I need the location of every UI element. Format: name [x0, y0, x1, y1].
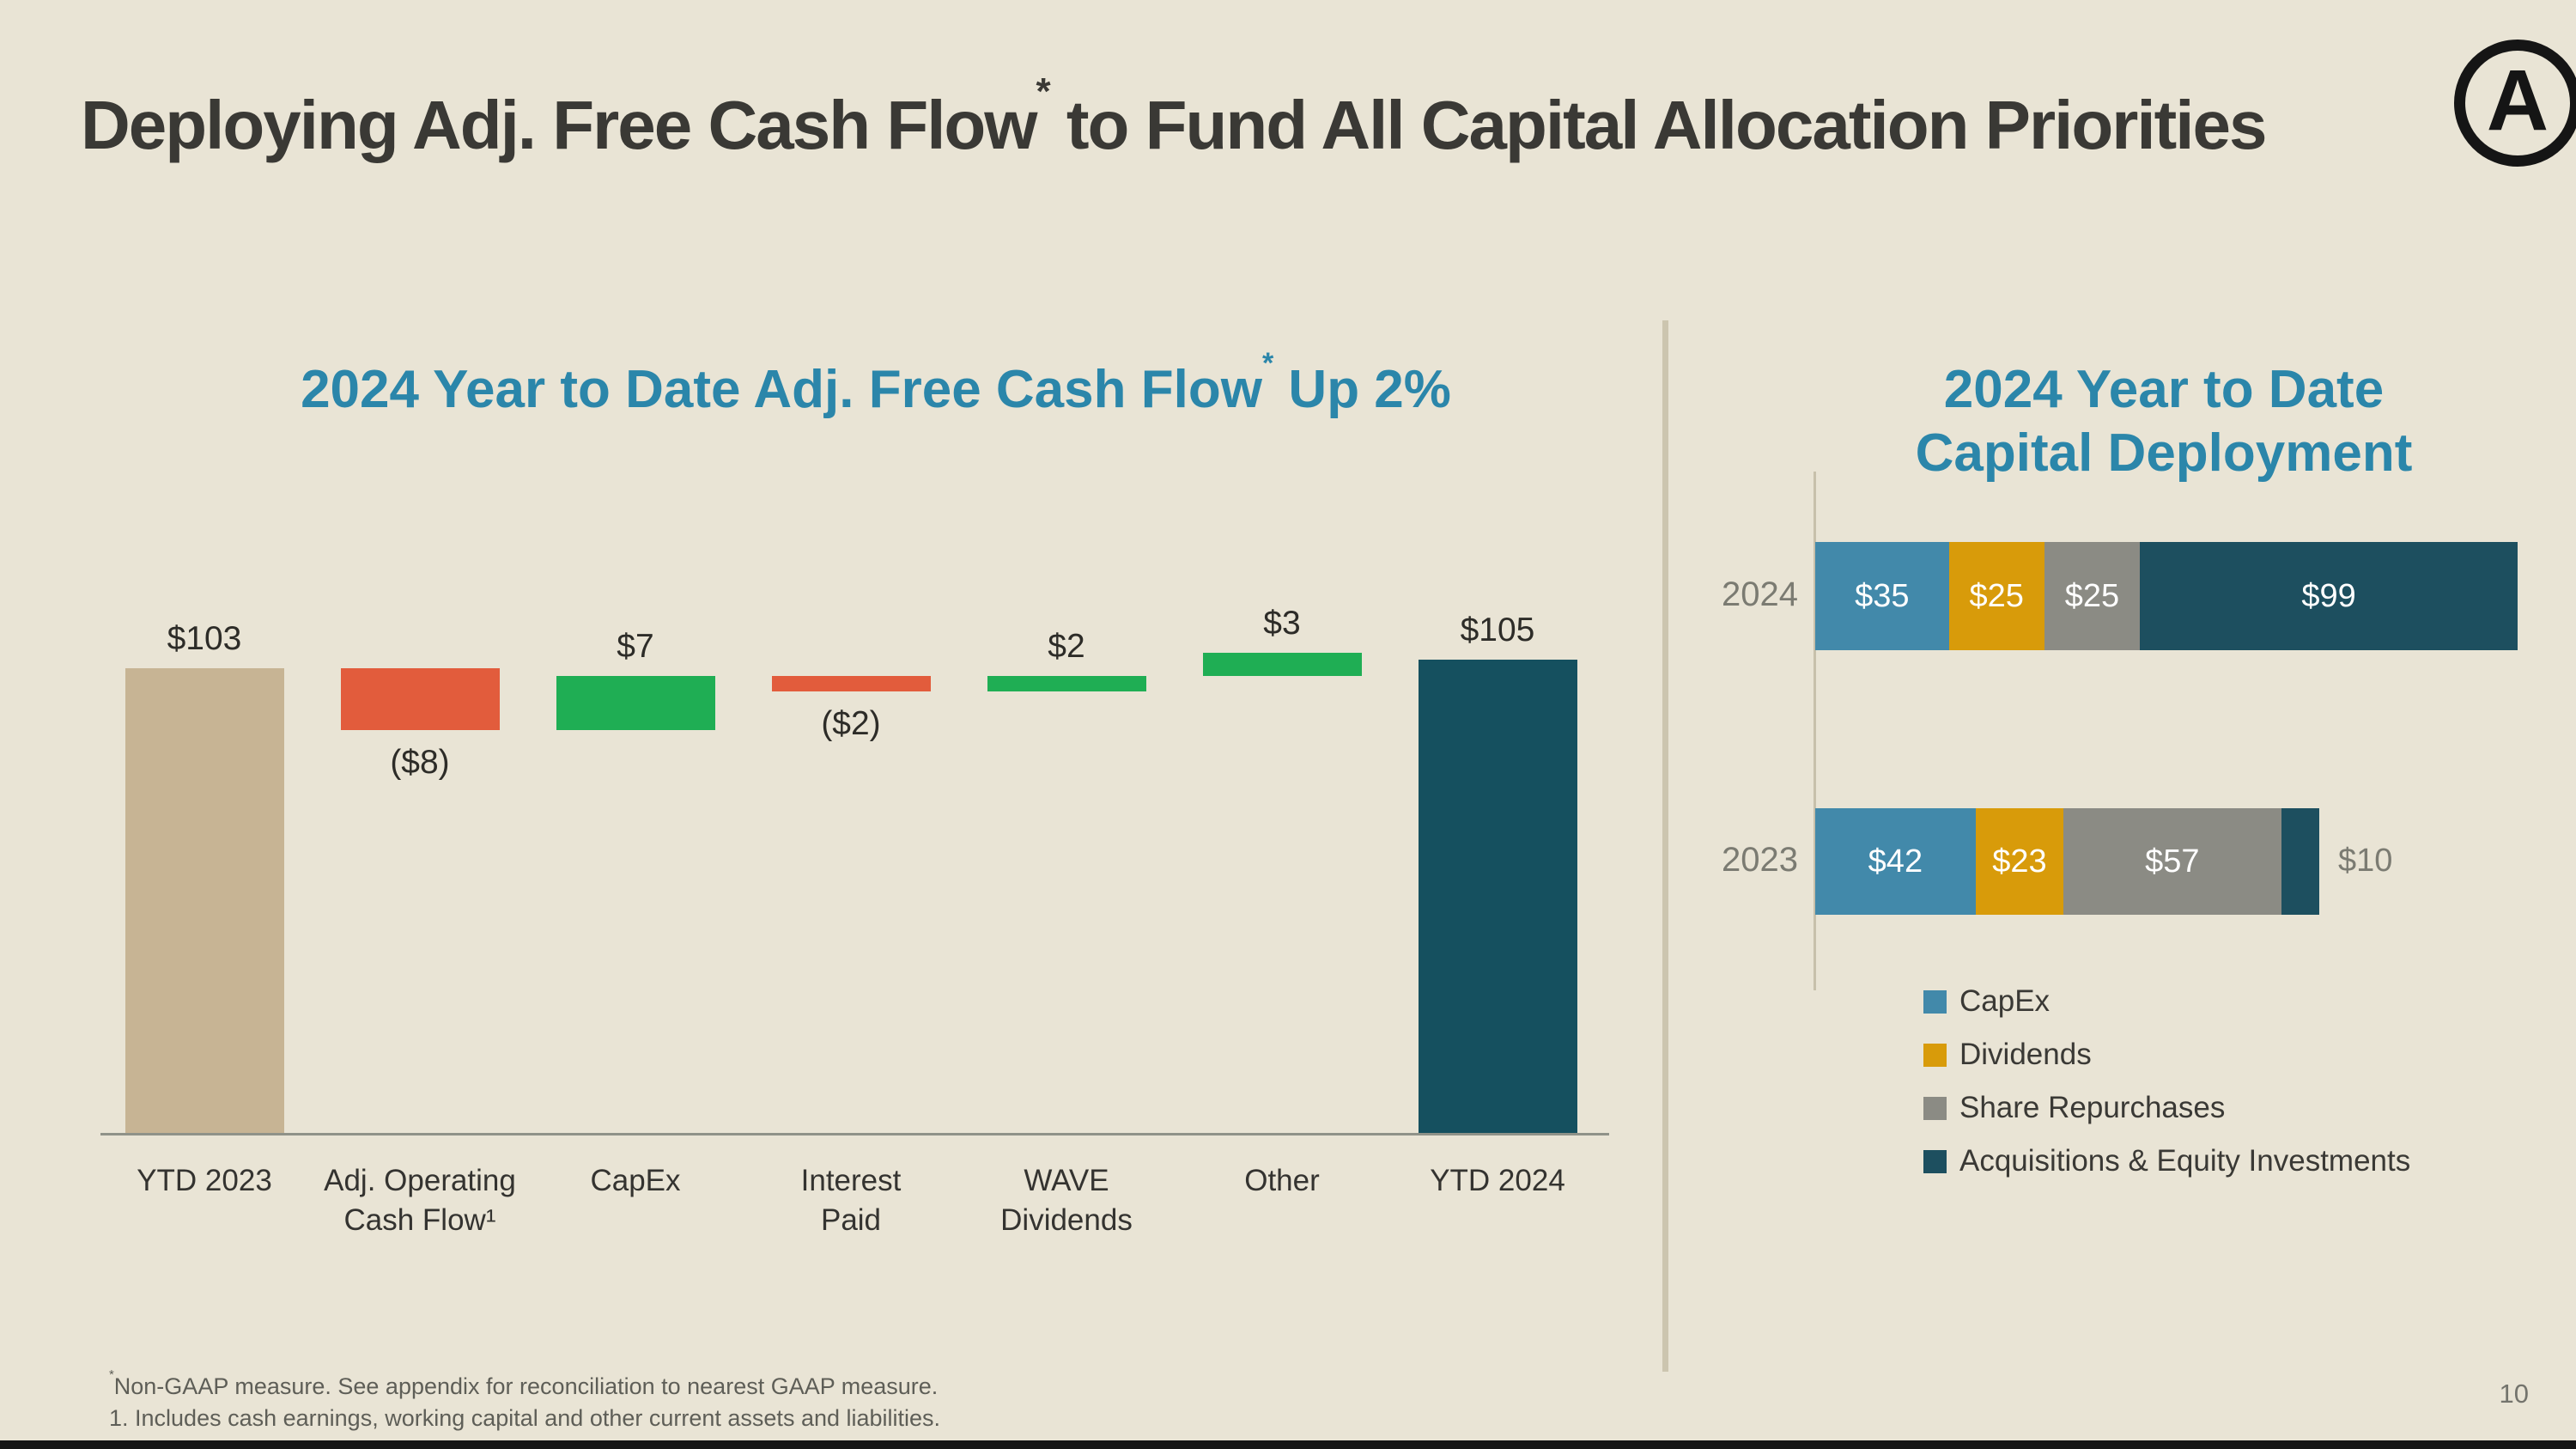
waterfall-value-ytd-2023: $103 [167, 620, 242, 658]
deployment-outside-label-2023: $10 [2338, 843, 2393, 879]
deployment-segment-2024-capex: $35 [1815, 542, 1949, 650]
left-chart-title-footnote-marker: * [1261, 346, 1274, 380]
waterfall-value-wave-dividends: $2 [1048, 628, 1085, 666]
waterfall-category-line: YTD 2024 [1430, 1164, 1565, 1197]
right-chart-title-line2: Capital Deployment [1915, 423, 2413, 483]
legend-swatch-share-repurchases [1923, 1096, 1947, 1120]
deployment-segment-2023-share-repurchases: $57 [2063, 808, 2281, 915]
waterfall-category-capex: CapEx [519, 1161, 751, 1201]
deployment-row-label-2024: 2024 [1722, 575, 1798, 613]
bottom-accent-bar [0, 1440, 2576, 1449]
slide-title-footnote-marker: * [1036, 70, 1051, 113]
deployment-segment-2024-share-repurchases: $25 [2044, 542, 2140, 650]
footnote-non-gaap-text: Non-GAAP measure. See appendix for recon… [113, 1373, 939, 1399]
legend-item-capex: CapEx [1923, 975, 2410, 1028]
waterfall-x-axis [100, 1133, 1609, 1135]
legend-item-acquisitions-equity-investments: Acquisitions & Equity Investments [1923, 1135, 2410, 1188]
legend-label-capex: CapEx [1959, 984, 2050, 1018]
waterfall-bar-capex [556, 676, 715, 731]
legend-label-acquisitions-equity-investments: Acquisitions & Equity Investments [1959, 1144, 2411, 1178]
waterfall-category-line: Interest [800, 1164, 902, 1197]
legend-label-dividends: Dividends [1959, 1038, 2092, 1071]
waterfall-value-capex: $7 [617, 628, 654, 666]
waterfall-value-interest-paid: ($2) [821, 705, 881, 743]
legend-label-share-repurchases: Share Repurchases [1959, 1091, 2226, 1124]
left-chart-title: 2024 Year to Date Adj. Free Cash Flow* U… [103, 349, 1649, 422]
footnotes: *Non-GAAP measure. See appendix for reco… [109, 1367, 941, 1434]
waterfall-category-interest-paid: Interest Paid [735, 1161, 967, 1240]
waterfall-bar-ytd-2024 [1418, 659, 1577, 1133]
page-number: 10 [2499, 1379, 2529, 1409]
waterfall-category-ytd-2024: YTD 2024 [1382, 1161, 1613, 1201]
footnote-includes: 1. Includes cash earnings, working capit… [109, 1405, 941, 1431]
waterfall-bar-adj-operating-cash-flow [340, 668, 500, 731]
waterfall-category-line: Paid [820, 1203, 882, 1237]
waterfall-category-line: Dividends [1000, 1203, 1133, 1237]
right-chart-title: 2024 Year to Date Capital Deployment [1735, 358, 2576, 485]
section-divider [1662, 320, 1668, 1372]
waterfall-value-adj-operating-cash-flow: ($8) [390, 744, 450, 782]
legend-swatch-capex [1923, 989, 1947, 1014]
deployment-segment-2023-acquisitions-equity-investments [2281, 808, 2319, 915]
waterfall-bar-wave-dividends [987, 676, 1146, 692]
logo-letter: A [2486, 52, 2549, 149]
waterfall-category-adj-operating-cash-flow: Adj. Operating Cash Flow¹ [304, 1161, 536, 1240]
slide-title: Deploying Adj. Free Cash Flow* to Fund A… [81, 73, 2268, 165]
waterfall-category-line: Adj. Operating [324, 1164, 516, 1197]
left-chart-title-main: 2024 Year to Date Adj. Free Cash Flow [301, 360, 1262, 419]
waterfall-category-wave-dividends: WAVE Dividends [951, 1161, 1182, 1240]
waterfall-bar-interest-paid [771, 676, 931, 692]
left-chart-title-tail: Up 2% [1273, 360, 1451, 419]
footnote-non-gaap: *Non-GAAP measure. See appendix for reco… [109, 1367, 940, 1403]
waterfall-bar-other [1202, 653, 1362, 677]
stacked-y-axis [1814, 472, 1816, 990]
deployment-segment-2023-capex: $42 [1815, 808, 1976, 915]
waterfall-value-other: $3 [1263, 605, 1301, 642]
deployment-segment-2023-dividends: $23 [1975, 808, 2064, 915]
waterfall-category-ytd-2023: YTD 2023 [88, 1161, 320, 1201]
slide-title-main: Deploying Adj. Free Cash Flow [81, 87, 1038, 163]
waterfall-category-line: CapEx [590, 1164, 681, 1197]
waterfall-category-line: Cash Flow¹ [343, 1203, 496, 1237]
right-chart-title-line1: 2024 Year to Date [1943, 360, 2385, 419]
legend-swatch-dividends [1923, 1043, 1947, 1067]
legend-swatch-acquisitions-equity-investments [1923, 1149, 1947, 1173]
waterfall-category-line: YTD 2023 [137, 1164, 272, 1197]
waterfall-value-ytd-2024: $105 [1460, 611, 1535, 648]
waterfall-bar-ytd-2023 [125, 668, 284, 1133]
waterfall-category-line: Other [1244, 1164, 1320, 1197]
waterfall-category-other: Other [1166, 1161, 1398, 1201]
chart-legend: CapEx Dividends Share Repurchases Acquisiti… [1923, 975, 2410, 1188]
legend-item-dividends: Dividends [1923, 1028, 2410, 1081]
deployment-segment-2024-dividends: $25 [1948, 542, 2044, 650]
company-logo: A ™ [2454, 33, 2576, 170]
legend-item-share-repurchases: Share Repurchases [1923, 1081, 2410, 1135]
slide-title-tail: to Fund All Capital Allocation Prioritie… [1048, 87, 2268, 163]
footnote-asterisk: * [109, 1367, 114, 1382]
deployment-segment-2024-acquisitions-equity-investments: $99 [2139, 542, 2518, 650]
deployment-row-label-2023: 2023 [1722, 841, 1798, 879]
waterfall-category-line: WAVE [1024, 1164, 1109, 1197]
